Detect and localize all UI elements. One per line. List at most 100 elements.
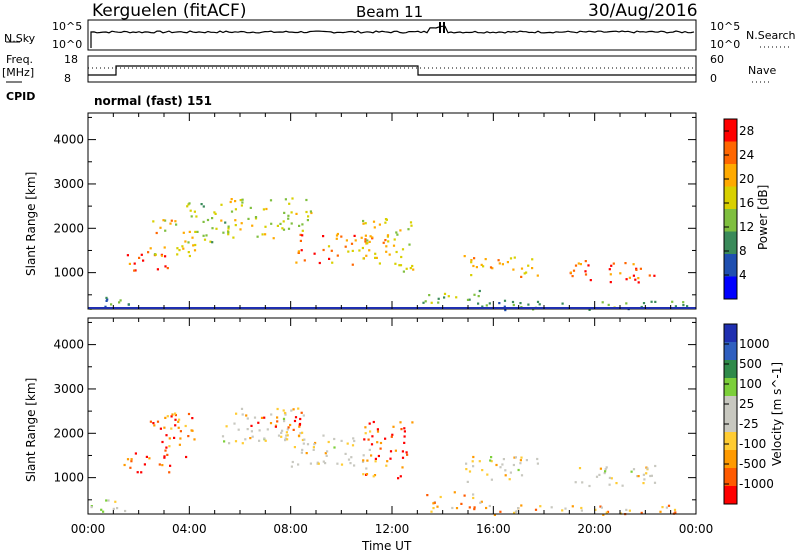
echo-cell: [158, 463, 161, 466]
echo-cell: [166, 267, 169, 270]
echo-cell: [519, 459, 522, 462]
echo-cell: [245, 414, 248, 417]
echo-cell: [637, 281, 640, 284]
echo-cell: [292, 428, 295, 431]
x-tick-label: 04:00: [172, 522, 207, 536]
echo-cell: [612, 262, 615, 265]
freq-trace: [88, 65, 696, 76]
echo-cell: [400, 255, 403, 259]
echo-cell: [362, 257, 365, 260]
echo-cell: [147, 251, 150, 254]
echo-cell: [594, 508, 597, 511]
echo-cell: [302, 414, 305, 417]
echo-cell: [336, 232, 339, 236]
echo-cell: [282, 417, 286, 420]
echo-cell: [571, 275, 574, 278]
echo-cell: [409, 267, 412, 270]
echo-cell: [297, 250, 300, 253]
echo-cell: [352, 437, 355, 440]
echo-cell: [588, 484, 591, 488]
colorbar-cell: [724, 468, 737, 486]
echo-cell: [353, 439, 356, 443]
echo-cell: [506, 261, 509, 264]
echo-cell: [235, 412, 238, 415]
echo-cell: [178, 418, 181, 421]
echo-cell: [177, 426, 180, 429]
echo-cell: [400, 428, 403, 431]
echo-cell: [374, 457, 377, 460]
echo-cell: [274, 425, 277, 428]
echo-cell: [608, 483, 611, 486]
echo-cell: [287, 217, 290, 220]
echo-cell: [610, 264, 613, 267]
echo-cell: [105, 299, 108, 302]
echo-cell: [451, 506, 454, 510]
echo-cell: [473, 508, 476, 511]
echo-cell: [182, 247, 185, 250]
echo-cell: [220, 203, 223, 206]
echo-cell: [336, 462, 339, 465]
echo-cell: [340, 463, 344, 466]
echo-cell: [399, 229, 402, 232]
echo-cell: [470, 261, 473, 264]
colorbar-cell: [724, 209, 737, 232]
echo-cell: [143, 463, 146, 466]
echo-cell: [437, 301, 440, 304]
echo-cell: [640, 511, 643, 514]
echo-cell: [584, 260, 587, 263]
echo-cell: [173, 436, 176, 439]
echo-cell: [366, 242, 369, 245]
echo-cell: [642, 473, 645, 476]
colorbar-cell: [724, 450, 737, 468]
echo-cell: [509, 257, 513, 260]
echo-cell: [133, 269, 136, 272]
echo-cell: [335, 234, 339, 237]
echo-cell: [362, 222, 365, 225]
echo-cell: [347, 250, 350, 253]
echo-cell: [202, 220, 205, 223]
echo-cell: [600, 506, 603, 509]
echo-cell: [395, 231, 398, 234]
echo-cell: [211, 217, 214, 220]
echo-cell: [318, 261, 321, 265]
echo-cell: [581, 481, 584, 484]
echo-cell: [399, 421, 402, 424]
echo-cell: [186, 205, 189, 208]
echo-cell: [244, 438, 247, 441]
echo-cell: [642, 302, 646, 305]
echo-cell: [257, 421, 260, 424]
echo-cell: [432, 502, 435, 505]
echo-cell: [286, 438, 289, 441]
echo-cell: [520, 456, 523, 459]
echo-cell: [643, 478, 646, 481]
echo-cell: [264, 233, 267, 236]
y-tick-label: 2000: [53, 426, 84, 440]
echo-cell: [628, 509, 631, 512]
echo-cell: [396, 233, 399, 236]
echo-cell: [240, 222, 243, 225]
echo-cell: [398, 264, 401, 267]
echo-cell: [294, 416, 298, 419]
colorbar-cell: [724, 396, 737, 414]
nsearch-tick-bottom: 10^0: [710, 38, 741, 51]
echo-cell: [422, 301, 425, 304]
echo-cell: [508, 478, 511, 481]
colorbar-tick-label: -500: [739, 457, 766, 471]
echo-cell: [174, 418, 177, 421]
echo-cell: [193, 210, 196, 213]
echo-cell: [106, 298, 109, 301]
echo-cell: [299, 417, 302, 421]
echo-cell: [374, 252, 377, 255]
echo-cell: [325, 454, 328, 457]
echo-cell: [347, 458, 351, 461]
echo-cell: [635, 268, 638, 271]
echo-cell: [118, 301, 121, 304]
echo-cell: [351, 263, 354, 266]
echo-cell: [574, 264, 578, 267]
echo-cell: [674, 305, 677, 308]
echo-cell: [156, 420, 160, 423]
echo-cell: [312, 448, 315, 451]
echo-cell: [104, 305, 107, 308]
echo-cell: [498, 262, 501, 265]
